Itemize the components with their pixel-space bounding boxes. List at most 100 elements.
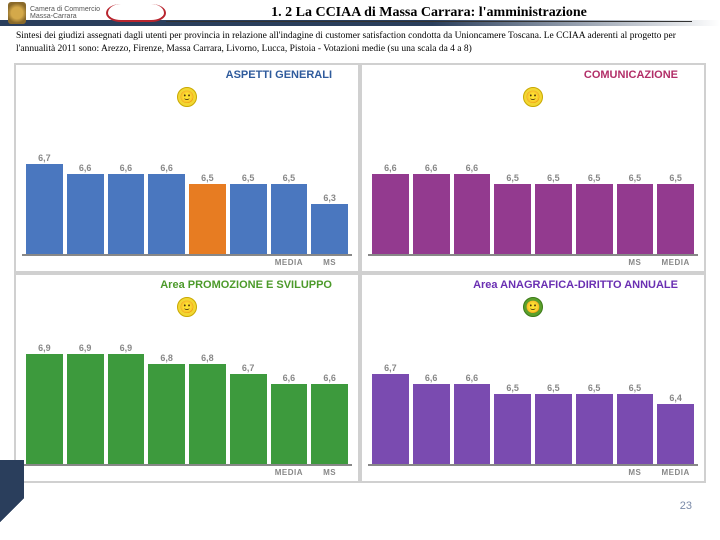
bar-wrap: 6,5 (576, 173, 613, 254)
bar (494, 184, 531, 254)
bar (576, 394, 613, 464)
x-tick-label (189, 258, 226, 267)
chart-panel-2: Area PROMOZIONE E SVILUPPO🙂6,96,96,96,86… (14, 273, 360, 483)
bar-wrap: 6,6 (67, 163, 104, 254)
bars-area: 6,76,66,66,66,56,56,56,3 (22, 81, 352, 254)
bar-wrap: 6,6 (108, 163, 145, 254)
bar-wrap: 6,5 (230, 173, 267, 254)
x-tick-label (576, 258, 613, 267)
bar-value-label: 6,5 (283, 173, 296, 183)
bar-value-label: 6,5 (242, 173, 255, 183)
bar (617, 184, 654, 254)
x-tick-label: MEDIA (657, 258, 694, 267)
chart-panel-0: ASPETTI GENERALI🙂6,76,66,66,66,56,56,56,… (14, 63, 360, 273)
bar-wrap: 6,5 (494, 383, 531, 464)
bar-value-label: 6,5 (588, 173, 601, 183)
bar-value-label: 6,6 (425, 163, 438, 173)
x-tick-label (67, 468, 104, 477)
x-tick-label (494, 468, 531, 477)
x-tick-label: MEDIA (271, 468, 308, 477)
bar-wrap: 6,8 (189, 353, 226, 464)
org-line2: Massa-Carrara (30, 13, 100, 20)
bar (108, 354, 145, 464)
bar-wrap: 6,8 (148, 353, 185, 464)
bar-wrap: 6,5 (617, 173, 654, 254)
bar-wrap: 6,6 (311, 373, 348, 464)
x-tick-label (108, 258, 145, 267)
bar-value-label: 6,8 (160, 353, 173, 363)
bar-wrap: 6,4 (657, 393, 694, 464)
x-axis: MSMEDIA (368, 464, 698, 477)
x-tick-label (535, 258, 572, 267)
bar (271, 184, 308, 254)
chart-panel-1: COMUNICAZIONE🙂6,66,66,66,56,56,56,56,5MS… (360, 63, 706, 273)
bar-value-label: 6,5 (547, 383, 560, 393)
bar (67, 174, 104, 254)
bar (372, 174, 409, 254)
panel-title: Area ANAGRAFICA-DIRITTO ANNUALE (368, 279, 698, 291)
x-tick-label (454, 468, 491, 477)
bar (657, 184, 694, 254)
bar-wrap: 6,9 (108, 343, 145, 464)
bar-wrap: 6,5 (189, 173, 226, 254)
bar (372, 374, 409, 464)
x-tick-label: MEDIA (657, 468, 694, 477)
x-tick-label (148, 258, 185, 267)
bar (576, 184, 613, 254)
charts-grid: ASPETTI GENERALI🙂6,76,66,66,66,56,56,56,… (0, 63, 720, 483)
bar-value-label: 6,7 (384, 363, 397, 373)
bar-wrap: 6,9 (67, 343, 104, 464)
x-tick-label (67, 258, 104, 267)
subtitle-text: Sintesi dei giudizi assegnati dagli uten… (0, 26, 720, 63)
bar-value-label: 6,5 (629, 383, 642, 393)
bar-value-label: 6,6 (384, 163, 397, 173)
x-tick-label (26, 468, 63, 477)
bar-wrap: 6,6 (271, 373, 308, 464)
bar-value-label: 6,9 (38, 343, 51, 353)
bar-value-label: 6,6 (323, 373, 336, 383)
bar-value-label: 6,6 (466, 373, 479, 383)
bar-wrap: 6,5 (535, 173, 572, 254)
bar (271, 384, 308, 464)
x-axis: MSMEDIA (368, 254, 698, 267)
bar-value-label: 6,7 (38, 153, 51, 163)
bar (148, 174, 185, 254)
bar (67, 354, 104, 464)
x-tick-label: MS (311, 258, 348, 267)
bars-area: 6,66,66,66,56,56,56,56,5 (368, 81, 698, 254)
bar-wrap: 6,6 (413, 373, 450, 464)
x-tick-label (413, 258, 450, 267)
x-tick-label: MS (311, 468, 348, 477)
corner-accent (0, 460, 24, 540)
page-number: 23 (680, 500, 692, 512)
panel-title: Area PROMOZIONE E SVILUPPO (22, 279, 352, 291)
bar-value-label: 6,3 (323, 193, 336, 203)
x-tick-label (372, 468, 409, 477)
bar (494, 394, 531, 464)
bar-wrap: 6,5 (494, 173, 531, 254)
x-axis: MEDIAMS (22, 464, 352, 477)
header: Camera di Commercio Massa-Carrara 1. 2 L… (0, 0, 720, 26)
x-tick-label (372, 258, 409, 267)
bar (413, 174, 450, 254)
bar-value-label: 6,6 (160, 163, 173, 173)
chart-panel-3: Area ANAGRAFICA-DIRITTO ANNUALE🙂6,76,66,… (360, 273, 706, 483)
bar-value-label: 6,5 (506, 383, 519, 393)
bar (311, 204, 348, 254)
crest-icon (8, 2, 26, 24)
bars-area: 6,96,96,96,86,86,76,66,6 (22, 291, 352, 464)
x-tick-label (535, 468, 572, 477)
bar (26, 354, 63, 464)
x-tick-label (148, 468, 185, 477)
org-name: Camera di Commercio Massa-Carrara (30, 6, 100, 20)
bar (108, 174, 145, 254)
x-tick-label (576, 468, 613, 477)
bar-wrap: 6,6 (454, 163, 491, 254)
bar-value-label: 6,5 (201, 173, 214, 183)
x-tick-label (108, 468, 145, 477)
bar (535, 394, 572, 464)
bar (26, 164, 63, 254)
bar-value-label: 6,6 (466, 163, 479, 173)
bar-wrap: 6,5 (617, 383, 654, 464)
bar (413, 384, 450, 464)
